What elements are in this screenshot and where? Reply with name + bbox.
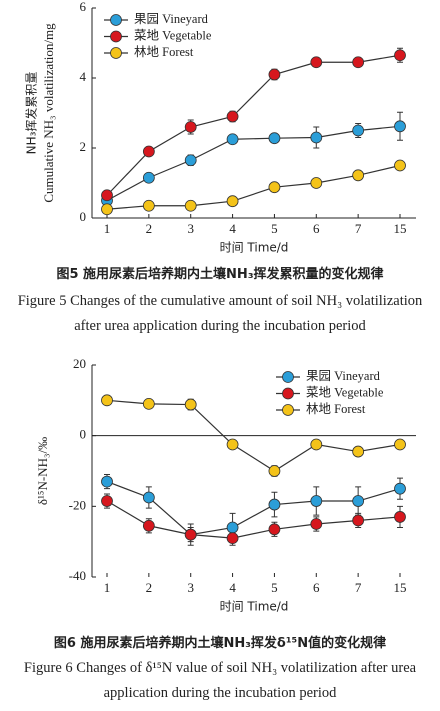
y-tick-label: 20	[73, 356, 86, 371]
series-line	[106, 399, 401, 472]
x-tick-label: 5	[271, 221, 278, 236]
data-point	[142, 397, 155, 410]
caption-cn: 图5 施用尿素后培养期内土壤NH₃挥发累积量的变化规律	[56, 267, 384, 282]
series-line	[106, 54, 401, 196]
data-point	[268, 498, 281, 511]
data-point	[268, 465, 281, 477]
x-tick-label: 3	[187, 580, 194, 595]
x-tick-label: 4	[229, 221, 236, 236]
x-tick-label: 2	[146, 221, 153, 236]
data-point	[142, 491, 155, 504]
data-point	[226, 521, 239, 534]
caption-en: Figure 5 Changes of the cumulative amoun…	[17, 293, 423, 334]
caption-en: Figure 6 Changes of δ¹⁵N value of soil N…	[23, 660, 417, 701]
data-point	[268, 523, 281, 536]
data-point	[310, 518, 323, 530]
data-point	[268, 181, 281, 194]
data-point	[226, 438, 239, 451]
legend-marker	[110, 30, 122, 43]
legend-label: 林地 Forest	[306, 402, 366, 416]
data-point	[184, 121, 197, 133]
x-axis-label: 时间 Time/d	[220, 600, 289, 614]
data-point	[352, 56, 365, 69]
x-tick-label: 7	[355, 221, 362, 236]
x-tick-label: 2	[146, 580, 153, 595]
data-point	[142, 199, 155, 212]
data-point	[352, 514, 365, 527]
x-tick-label: 6	[313, 580, 320, 595]
y-tick-label: 6	[80, 0, 87, 14]
y-tick-label: 2	[80, 139, 87, 154]
y-axis-label-cn: NH₃挥发累积量	[24, 72, 39, 155]
y-tick-label: -20	[69, 497, 86, 512]
x-axis-label: 时间 Time/d	[220, 241, 289, 255]
data-point	[226, 133, 239, 146]
x-tick-label: 7	[355, 580, 362, 595]
data-point	[101, 203, 113, 216]
data-point	[352, 169, 365, 182]
y-axis-label: δ¹⁵N-NH₃/‰	[35, 437, 50, 505]
data-point	[394, 511, 406, 523]
y-tick-label: 4	[80, 69, 87, 84]
x-tick-label: 1	[104, 221, 111, 236]
data-point	[394, 438, 406, 451]
y-axis-label: Cumulative NH₃ volatilization/mg	[41, 23, 56, 203]
legend-marker	[110, 47, 122, 59]
data-point	[184, 199, 197, 212]
legend-label: 果园 Vineyard	[134, 12, 209, 26]
data-point	[352, 124, 365, 137]
caption-cn: 图6 施用尿素后培养期内土壤NH₃挥发δ¹⁵N值的变化规律	[53, 636, 387, 651]
data-point	[142, 519, 155, 532]
data-point	[394, 49, 406, 62]
legend-marker	[282, 371, 294, 383]
data-point	[226, 110, 239, 123]
data-point	[352, 445, 365, 458]
y-tick-label: -40	[69, 568, 86, 583]
x-tick-label: 6	[313, 221, 320, 236]
data-point	[352, 495, 365, 507]
data-point	[184, 398, 197, 411]
data-point	[310, 495, 323, 507]
x-tick-label: 15	[394, 580, 407, 595]
y-tick-label: 0	[80, 427, 87, 442]
x-tick-label: 15	[394, 221, 407, 236]
data-point	[310, 131, 323, 144]
data-point	[142, 145, 155, 158]
data-point	[226, 195, 239, 208]
x-tick-label: 4	[229, 580, 236, 595]
data-point	[101, 394, 113, 407]
data-point	[268, 132, 281, 145]
x-tick-label: 5	[271, 580, 278, 595]
legend-label: 林地 Forest	[134, 45, 194, 59]
legend-label: 菜地 Vegetable	[134, 28, 212, 42]
series-line	[106, 164, 401, 210]
series-line	[106, 125, 401, 202]
data-point	[184, 528, 197, 541]
data-point	[101, 495, 113, 507]
data-point	[142, 171, 155, 184]
x-tick-label: 1	[104, 580, 111, 595]
data-point	[226, 532, 239, 545]
data-point	[184, 154, 197, 167]
legend-marker	[282, 404, 294, 416]
data-point	[101, 475, 113, 488]
series-line	[106, 500, 401, 539]
legend-label: 果园 Vineyard	[306, 369, 381, 383]
data-point	[101, 189, 113, 202]
data-point	[394, 120, 406, 133]
legend-marker	[282, 387, 294, 400]
data-point	[310, 56, 323, 69]
legend-marker	[110, 14, 122, 26]
legend-label: 菜地 Vegetable	[306, 385, 384, 399]
data-point	[310, 177, 323, 189]
data-point	[394, 159, 406, 172]
x-tick-label: 3	[187, 221, 194, 236]
data-point	[268, 68, 281, 81]
data-point	[394, 482, 406, 495]
data-point	[310, 438, 323, 451]
series-line	[106, 481, 401, 536]
y-tick-label: 0	[80, 209, 87, 224]
